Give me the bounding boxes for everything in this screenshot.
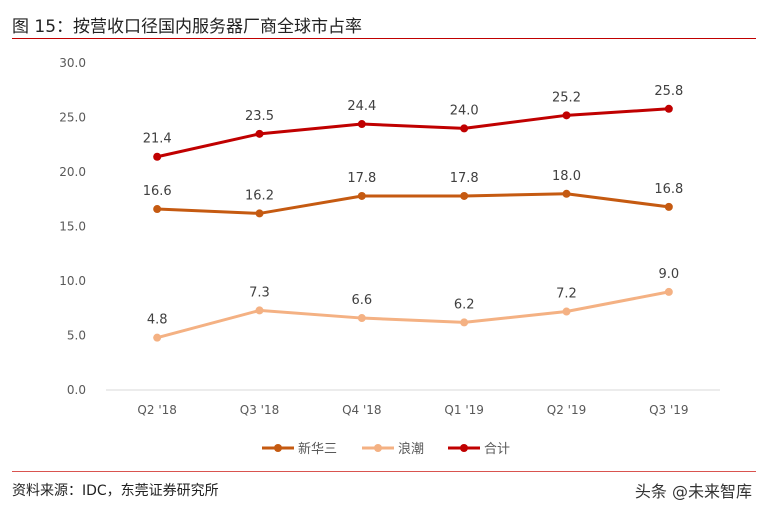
data-label: 7.3 — [249, 285, 270, 300]
data-label: 4.8 — [147, 313, 168, 328]
y-tick-label: 5.0 — [67, 329, 86, 343]
legend-label: 新华三 — [298, 441, 337, 457]
data-label: 23.5 — [245, 109, 274, 124]
data-label: 17.8 — [347, 171, 376, 186]
data-point — [460, 318, 469, 327]
data-point — [153, 333, 162, 342]
x-tick-label: Q2 '18 — [137, 403, 176, 417]
data-point — [460, 191, 469, 200]
data-point — [153, 205, 162, 214]
data-point — [357, 191, 366, 200]
x-tick-label: Q3 '19 — [649, 403, 688, 417]
data-label: 18.0 — [552, 169, 581, 184]
data-label: 9.0 — [658, 267, 679, 282]
legend-marker — [460, 444, 468, 452]
data-label: 21.4 — [143, 132, 172, 147]
data-label: 6.2 — [454, 297, 475, 312]
data-point — [562, 189, 571, 198]
legend-marker — [374, 444, 382, 452]
y-tick-label: 30.0 — [59, 56, 86, 70]
data-point — [664, 104, 673, 113]
y-tick-label: 0.0 — [67, 383, 86, 397]
data-label: 16.2 — [245, 188, 274, 203]
data-point — [153, 152, 162, 161]
series-line-1 — [156, 290, 670, 340]
footer-divider — [12, 471, 756, 472]
data-label: 7.2 — [556, 287, 577, 302]
title-divider — [12, 38, 756, 39]
x-tick-label: Q3 '18 — [240, 403, 279, 417]
data-point — [255, 209, 264, 218]
series-line-2 — [156, 107, 669, 159]
data-point — [664, 287, 673, 296]
data-point — [562, 111, 571, 120]
watermark: 头条 @未来智库 — [634, 482, 752, 501]
y-tick-label: 25.0 — [59, 111, 86, 125]
y-tick-label: 15.0 — [59, 220, 86, 234]
legend-label: 合计 — [484, 442, 510, 457]
data-label: 25.2 — [552, 90, 581, 105]
data-point — [562, 307, 571, 316]
y-tick-label: 20.0 — [59, 165, 86, 179]
legend-marker — [274, 444, 282, 452]
data-label: 24.0 — [450, 103, 479, 118]
source-note: 资料来源：IDC，东莞证券研究所 — [12, 483, 219, 499]
series-line-0 — [157, 192, 670, 215]
x-tick-label: Q4 '18 — [342, 403, 381, 417]
data-label: 17.8 — [450, 171, 479, 186]
x-tick-label: Q2 '19 — [547, 403, 586, 417]
data-label: 16.6 — [143, 184, 172, 199]
data-point — [255, 129, 264, 138]
x-tick-label: Q1 '19 — [444, 403, 483, 417]
data-label: 16.8 — [654, 182, 683, 197]
data-point — [460, 124, 469, 133]
legend-label: 浪潮 — [398, 442, 424, 457]
data-point — [664, 202, 673, 211]
data-point — [357, 314, 366, 323]
data-point — [357, 120, 366, 129]
data-label: 24.4 — [347, 99, 376, 114]
y-tick-label: 10.0 — [59, 274, 86, 288]
data-label: 6.6 — [351, 293, 372, 308]
data-point — [255, 306, 264, 315]
figure-title: 图 15：按营收口径国内服务器厂商全球市占率 — [12, 17, 363, 37]
data-label: 25.8 — [654, 84, 683, 99]
